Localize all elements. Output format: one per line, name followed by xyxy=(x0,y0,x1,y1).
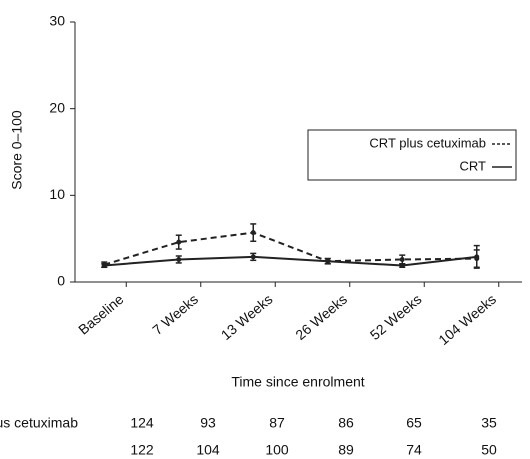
table-cell: 93 xyxy=(200,415,216,431)
point xyxy=(250,230,256,236)
x-tick-label: 7 Weeks xyxy=(149,291,201,338)
point xyxy=(250,254,256,260)
y-axis-label: Score 0–100 xyxy=(9,110,25,190)
point xyxy=(399,263,405,269)
point xyxy=(101,263,107,269)
y-tick-label: 10 xyxy=(49,186,65,202)
table-cell: 100 xyxy=(265,442,289,458)
legend-label: CRT xyxy=(460,158,487,173)
x-tick-label: 104 Weeks xyxy=(435,291,499,348)
point xyxy=(176,256,182,262)
table-cell: 104 xyxy=(196,442,220,458)
table-cell: 124 xyxy=(130,415,154,431)
table-cell: 35 xyxy=(481,415,497,431)
y-tick-label: 0 xyxy=(57,273,65,289)
x-tick-label: 26 Weeks xyxy=(292,291,350,343)
x-tick-label: 13 Weeks xyxy=(218,291,276,343)
table-cell: 87 xyxy=(269,415,285,431)
point xyxy=(474,254,480,260)
point xyxy=(399,256,405,262)
table-cell: 74 xyxy=(406,442,422,458)
x-axis-label: Time since enrolment xyxy=(231,374,364,390)
point xyxy=(325,258,331,264)
table-cell: 122 xyxy=(130,442,154,458)
row-label: CRT plus cetuximab xyxy=(0,415,78,431)
point xyxy=(176,239,182,245)
table-cell: 89 xyxy=(338,442,354,458)
table-cell: 50 xyxy=(481,442,497,458)
x-tick-label: Baseline xyxy=(75,291,127,338)
legend-label: CRT plus cetuximab xyxy=(369,135,486,150)
series-line xyxy=(104,255,477,267)
y-tick-label: 20 xyxy=(49,99,65,115)
table-cell: 65 xyxy=(406,415,422,431)
x-tick-label: 52 Weeks xyxy=(367,291,425,343)
y-tick-label: 30 xyxy=(49,13,65,29)
series-line xyxy=(103,231,477,266)
legend-box xyxy=(307,129,517,181)
table-cell: 86 xyxy=(338,415,354,431)
